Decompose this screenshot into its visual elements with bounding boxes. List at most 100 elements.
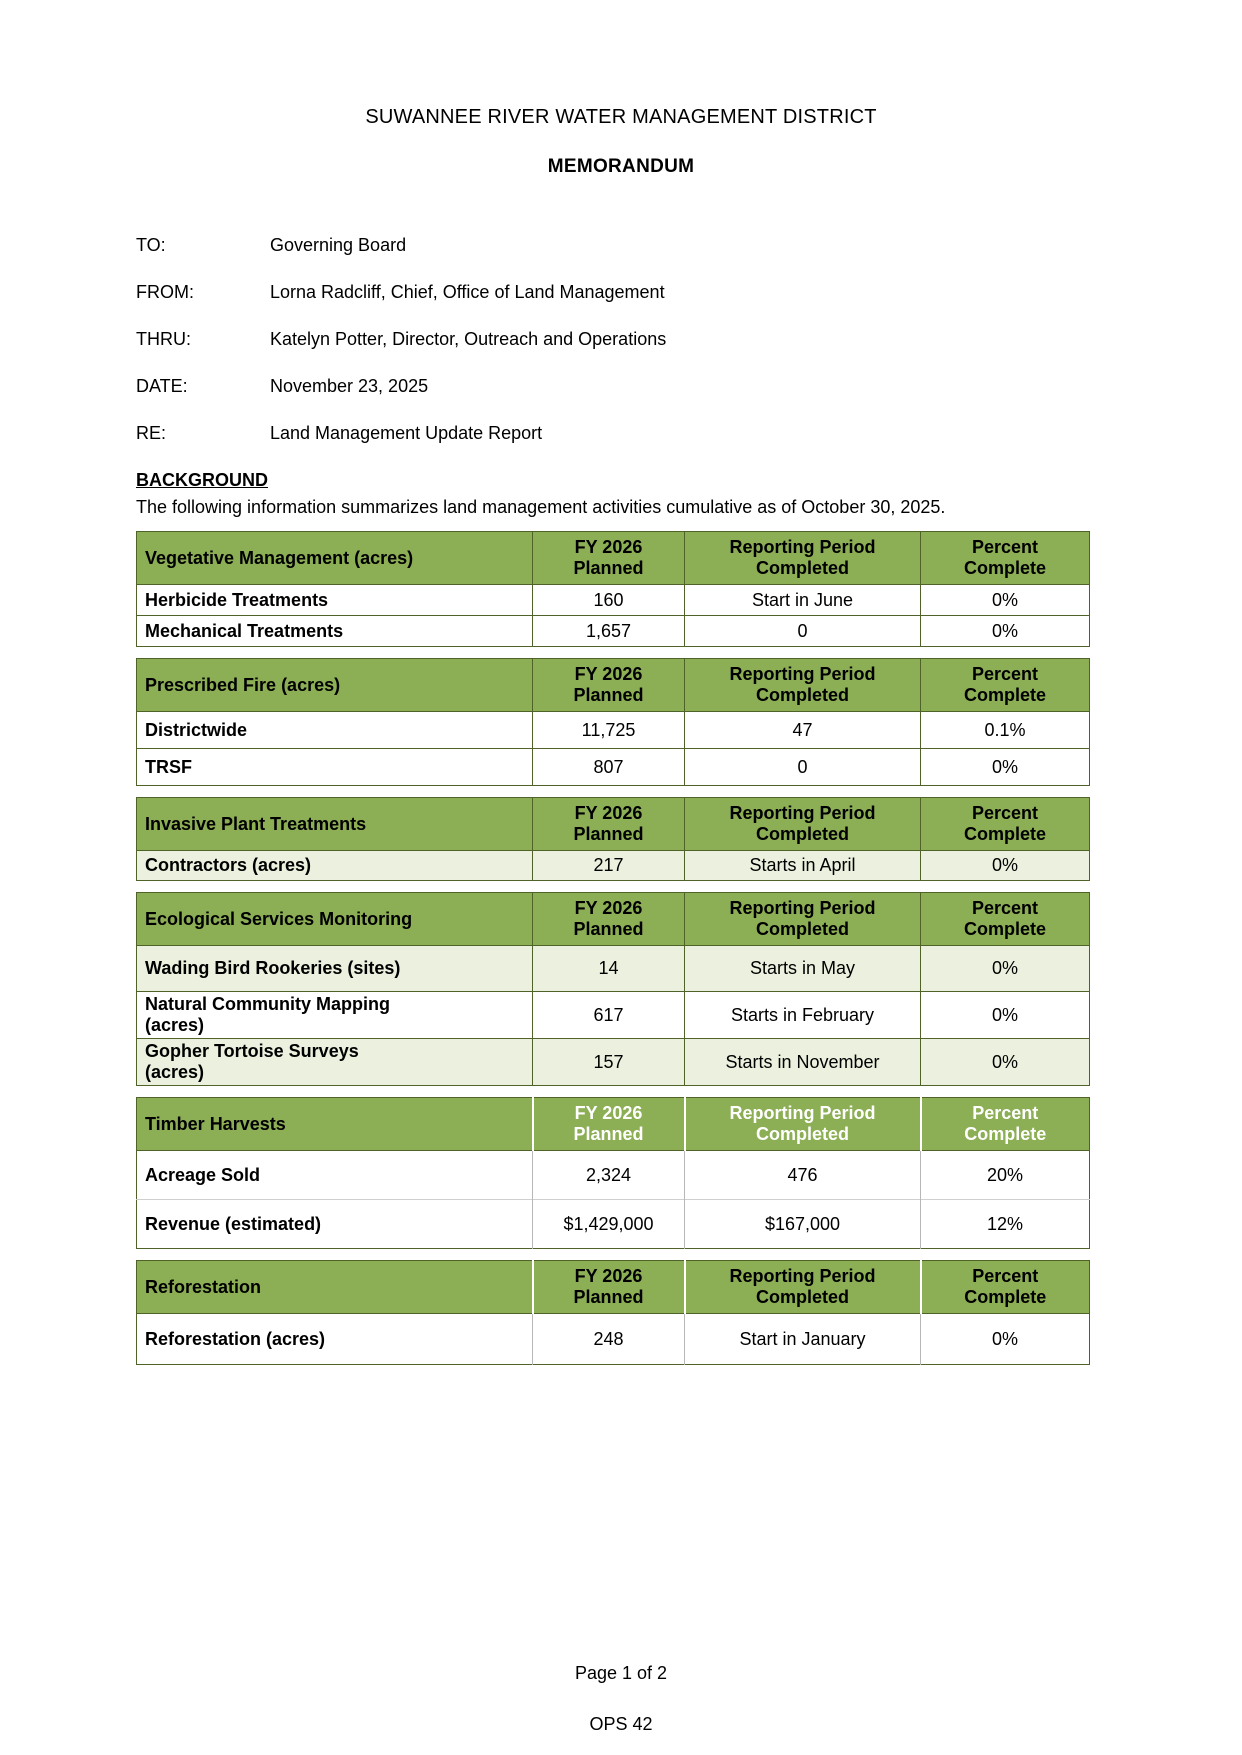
page-number: Page 1 of 2 bbox=[574, 1663, 668, 1683]
row-label: Contractors (acres) bbox=[136, 850, 533, 881]
row-label: Mechanical Treatments bbox=[136, 615, 533, 647]
cell-fy-planned: 807 bbox=[532, 748, 685, 786]
memo-field-date: DATE: November 23, 2025 bbox=[136, 375, 1242, 397]
row-label: Reforestation (acres) bbox=[145, 1328, 326, 1349]
table-row: Districtwide 11,725 47 0.1% bbox=[136, 711, 1090, 749]
cell-percent-complete: 0% bbox=[920, 584, 1090, 616]
column-header-fy-2026-planned: FY 2026 Planned bbox=[532, 531, 685, 585]
column-header-fy-2026-planned: FY 2026 Planned bbox=[532, 797, 685, 851]
table-header-row: Vegetative Management (acres) FY 2026 Pla… bbox=[136, 531, 1090, 585]
memo-field-thru: THRU: Katelyn Potter, Director, Outreach … bbox=[136, 328, 1242, 350]
cell-period-completed: Starts in February bbox=[684, 991, 921, 1039]
table-invasive-plant-treatments: Invasive Plant Treatments FY 2026 Planned… bbox=[136, 797, 1090, 881]
memo-field-value: Katelyn Potter, Director, Outreach and O… bbox=[270, 329, 667, 349]
memo-header-fields: TO: Governing Board FROM: Lorna Radcliff, C… bbox=[136, 234, 1242, 444]
column-header-percent-complete: Percent Complete bbox=[920, 531, 1090, 585]
column-header-fy-2026-planned: FY 2026 Planned bbox=[532, 658, 685, 712]
column-header-reporting-period-completed: Reporting Period Completed bbox=[684, 892, 921, 946]
row-label: Acreage Sold bbox=[145, 1164, 261, 1185]
table-row: Acreage Sold 2,324 476 20% bbox=[137, 1150, 1090, 1200]
cell-period-completed: Start in June bbox=[684, 584, 921, 616]
column-header-reporting-period-completed: Reporting Period Completed bbox=[683, 1097, 921, 1151]
table-row: Gopher Tortoise Surveys (acres) 157 Starts… bbox=[136, 1038, 1090, 1086]
column-header-reporting-period-completed: Reporting Period Completed bbox=[684, 531, 921, 585]
cell-fy-planned: 617 bbox=[532, 991, 685, 1039]
row-label: Districtwide bbox=[136, 711, 533, 749]
memo-field-label: THRU: bbox=[136, 329, 191, 349]
table-ecological-services-monitoring: Ecological Services Monitoring FY 2026 Pl… bbox=[136, 892, 1090, 1086]
cell-period-completed: 0 bbox=[684, 615, 921, 647]
memo-field-label: DATE: bbox=[136, 376, 188, 396]
cell-percent-complete: 20% bbox=[920, 1150, 1090, 1200]
table-row: Revenue (estimated) $1,429,000 $167,000 12% bbox=[136, 1199, 1090, 1249]
table-header-row: Prescribed Fire (acres) FY 2026 Planned Re… bbox=[136, 658, 1090, 712]
cell-percent-complete: 0% bbox=[920, 850, 1090, 881]
cell-period-completed: $167,000 bbox=[684, 1199, 921, 1249]
column-header-percent-complete: Percent Complete bbox=[919, 1260, 1090, 1314]
column-header-fy-2026-planned: FY 2026 Planned bbox=[532, 892, 685, 946]
memo-field-label: FROM: bbox=[136, 282, 194, 302]
cell-period-completed: 47 bbox=[684, 711, 921, 749]
column-header-percent-complete: Percent Complete bbox=[920, 892, 1090, 946]
cell-percent-complete: 0% bbox=[920, 748, 1090, 786]
row-label: Revenue (estimated) bbox=[136, 1199, 533, 1249]
memo-field-from: FROM: Lorna Radcliff, Chief, Office of La… bbox=[136, 281, 1242, 303]
row-label: Wading Bird Rookeries (sites) bbox=[136, 945, 533, 992]
cell-period-completed: Starts in November bbox=[684, 1038, 921, 1086]
cell-fy-planned: 157 bbox=[532, 1038, 685, 1086]
cell-period-completed: 0 bbox=[684, 748, 921, 786]
table-row: Mechanical Treatments 1,657 0 0% bbox=[136, 615, 1090, 647]
memo-field-re: RE: Land Management Update Report bbox=[136, 422, 1242, 444]
cell-fy-planned: 2,324 bbox=[532, 1150, 685, 1200]
cell-fy-planned: 160 bbox=[532, 584, 685, 616]
table-row: Reforestation (acres) 248 Start in January… bbox=[137, 1313, 1090, 1365]
table-title: Vegetative Management (acres) bbox=[136, 531, 533, 585]
row-label: Herbicide Treatments bbox=[136, 584, 533, 616]
table-header-row: Reforestation FY 2026 Planned Reporting Pe… bbox=[136, 1260, 1090, 1314]
cell-percent-complete: 0% bbox=[920, 1038, 1090, 1086]
cell-percent-complete: 0% bbox=[920, 991, 1090, 1039]
doc-code: OPS 42 bbox=[589, 1714, 653, 1734]
memo-field-value: Lorna Radcliff, Chief, Office of Land Ma… bbox=[270, 282, 665, 302]
column-header-percent-complete: Percent Complete bbox=[920, 658, 1090, 712]
table-title: Ecological Services Monitoring bbox=[136, 892, 533, 946]
column-header-percent-complete: Percent Complete bbox=[920, 797, 1090, 851]
table-header-row: Ecological Services Monitoring FY 2026 Pl… bbox=[136, 892, 1090, 946]
table-header-row: Timber Harvests FY 2026 Planned Reporting … bbox=[136, 1097, 1090, 1151]
table-title: Timber Harvests bbox=[136, 1097, 533, 1151]
table-prescribed-fire-acres: Prescribed Fire (acres) FY 2026 Planned Re… bbox=[136, 658, 1090, 786]
cell-percent-complete: 0% bbox=[920, 615, 1090, 647]
row-label: Gopher Tortoise Surveys (acres) bbox=[136, 1038, 533, 1086]
cell-percent-complete: 12% bbox=[920, 1199, 1090, 1249]
column-header-fy-2026-planned: FY 2026 Planned bbox=[531, 1097, 685, 1151]
cell-fy-planned: 248 bbox=[532, 1313, 685, 1365]
cell-period-completed: Starts in May bbox=[684, 945, 921, 992]
doc-type-heading: MEMORANDUM bbox=[547, 156, 695, 177]
cell-fy-planned: 11,725 bbox=[532, 711, 685, 749]
cell-period-completed: Starts in April bbox=[684, 850, 921, 881]
cell-fy-planned: 217 bbox=[532, 850, 685, 881]
row-label: TRSF bbox=[136, 748, 533, 786]
table-timber-harvests: Timber Harvests FY 2026 Planned Reporting … bbox=[136, 1097, 1090, 1249]
table-title: Reforestation bbox=[136, 1260, 533, 1314]
cell-fy-planned: 1,657 bbox=[532, 615, 685, 647]
column-header-reporting-period-completed: Reporting Period Completed bbox=[684, 797, 921, 851]
background-heading: BACKGROUND bbox=[136, 470, 268, 490]
cell-fy-planned: $1,429,000 bbox=[532, 1199, 685, 1249]
table-reforestation: Reforestation FY 2026 Planned Reporting Pe… bbox=[136, 1260, 1090, 1365]
cell-percent-complete: 0% bbox=[920, 1313, 1090, 1365]
row-label: Natural Community Mapping (acres) bbox=[136, 991, 533, 1039]
memo-field-to: TO: Governing Board bbox=[136, 234, 1242, 256]
column-header-reporting-period-completed: Reporting Period Completed bbox=[684, 658, 921, 712]
table-header-row: Invasive Plant Treatments FY 2026 Planned… bbox=[136, 797, 1090, 851]
cell-period-completed: Start in January bbox=[684, 1313, 921, 1365]
table-row: Herbicide Treatments 160 Start in June 0% bbox=[136, 584, 1090, 616]
column-header-percent-complete: Percent Complete bbox=[919, 1097, 1090, 1151]
intro-paragraph: The following information summarizes lan… bbox=[136, 497, 946, 517]
memo-field-value: Land Management Update Report bbox=[270, 423, 543, 443]
cell-percent-complete: 0.1% bbox=[920, 711, 1090, 749]
cell-percent-complete: 0% bbox=[920, 945, 1090, 992]
table-row: Natural Community Mapping (acres) 617 Star… bbox=[136, 991, 1090, 1039]
memo-field-value: November 23, 2025 bbox=[270, 376, 429, 396]
column-header-reporting-period-completed: Reporting Period Completed bbox=[683, 1260, 921, 1314]
